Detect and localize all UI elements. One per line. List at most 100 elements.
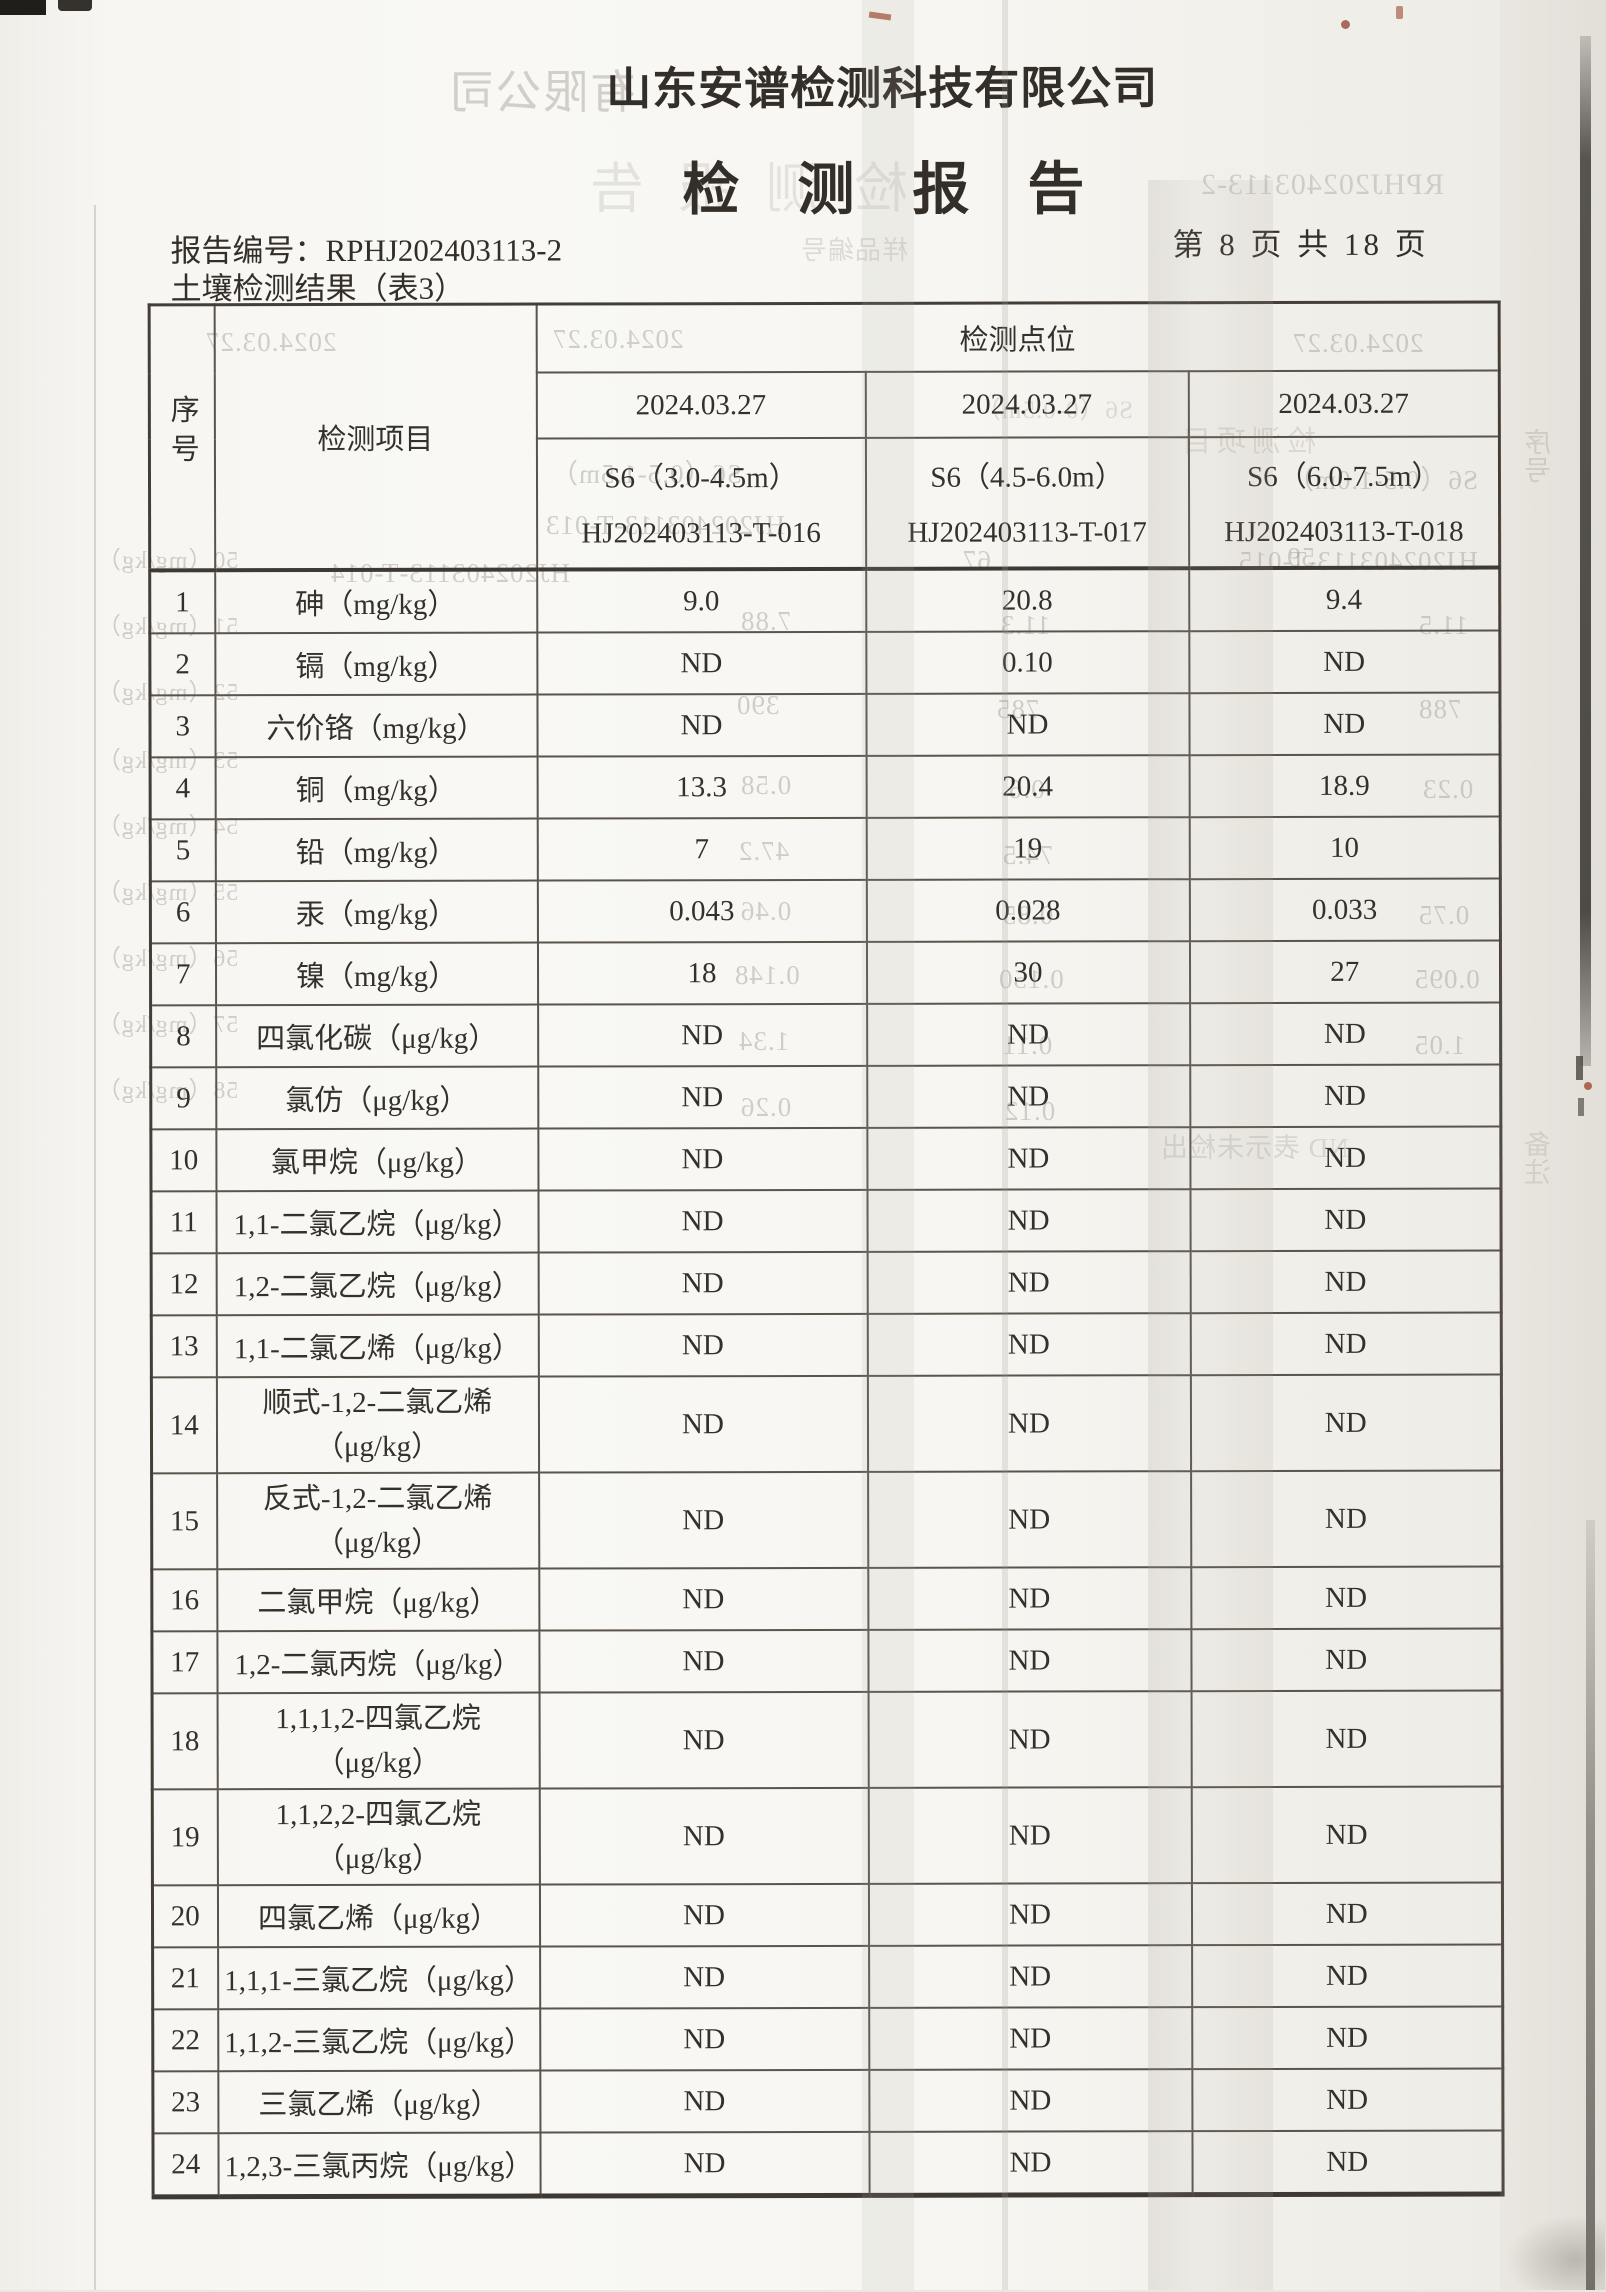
result-value: 13.3: [537, 755, 867, 819]
result-value: ND: [539, 1787, 869, 1885]
sample-id-cell: S6（4.5-6.0m） HJ202403113-T-017: [865, 437, 1189, 569]
result-value: ND: [539, 1691, 869, 1789]
test-item: 四氯化碳（μg/kg）: [215, 1004, 538, 1068]
result-value: ND: [1191, 2006, 1503, 2070]
page-indicator: 第 8 页 共 18 页: [1172, 226, 1430, 263]
table-row: 23 三氯乙烯（μg/kg） ND ND ND: [152, 2068, 1503, 2134]
row-number: 22: [152, 2009, 218, 2072]
test-item: 砷（mg/kg）: [214, 569, 537, 634]
table-row: 15 反式-1,2-二氯乙烯 （μg/kg） ND ND ND: [151, 1470, 1502, 1570]
result-value: ND: [539, 1945, 869, 2009]
row-number: 3: [149, 695, 216, 758]
result-value: 9.0: [536, 568, 866, 633]
result-value: 19: [866, 817, 1190, 880]
result-value: ND: [539, 2131, 870, 2197]
result-value: ND: [1188, 630, 1500, 694]
result-value: ND: [539, 2069, 869, 2133]
table-header: 序号 检测项目 检测点位 2024.03.27 2024.03.27 2024.…: [149, 302, 1500, 571]
result-value: ND: [538, 1567, 868, 1631]
test-item: 1,1,2-三氯乙烷（μg/kg）: [217, 2008, 540, 2072]
result-value: ND: [866, 1189, 1191, 1252]
result-value: ND: [1191, 1944, 1503, 2008]
table-row: 13 1,1-二氯乙烯（μg/kg） ND ND ND: [151, 1312, 1502, 1378]
table-row: 22 1,1,2-三氯乙烷（μg/kg） ND ND ND: [152, 2006, 1503, 2072]
table-row: 1 砷（mg/kg） 9.0 20.8 9.4: [149, 567, 1500, 634]
row-number: 2: [149, 633, 215, 696]
test-item: 1,1-二氯乙烯（μg/kg）: [216, 1314, 539, 1378]
header-row-points: 序号 检测项目 检测点位: [149, 302, 1500, 571]
results-table: 序号 检测项目 检测点位 2024.03.27 2024.03.27 2024.…: [147, 300, 1505, 2200]
test-item: 镍（mg/kg）: [215, 942, 538, 1006]
row-number: 4: [150, 757, 216, 820]
seq-header-label: 序号: [166, 394, 199, 473]
test-item: 汞（mg/kg）: [215, 880, 538, 944]
result-value: ND: [1190, 1312, 1502, 1376]
table-row: 19 1,1,2,2-四氯乙烷 （μg/kg） ND ND ND: [152, 1786, 1503, 1886]
result-value: ND: [1190, 1250, 1502, 1314]
points-header-cell: 检测点位: [536, 302, 1500, 373]
result-value: ND: [868, 2007, 1192, 2070]
result-value: ND: [1189, 1064, 1501, 1128]
row-number: 14: [151, 1377, 217, 1474]
row-number: 16: [151, 1569, 217, 1632]
item-header-cell: 检测项目: [214, 304, 537, 571]
result-value: ND: [1190, 1374, 1502, 1472]
sample-date: 2024.03.27: [865, 371, 1189, 438]
sample-id-cell: S6（6.0-7.5m） HJ202403113-T-018: [1188, 436, 1500, 569]
test-item: 铅（mg/kg）: [215, 818, 538, 882]
result-value: ND: [867, 1251, 1191, 1314]
result-value: ND: [537, 1127, 867, 1191]
result-value: 0.10: [865, 631, 1189, 694]
result-value: 7: [537, 817, 867, 881]
result-value: ND: [1190, 1470, 1502, 1568]
result-value: 0.028: [866, 879, 1190, 942]
row-number: 17: [151, 1631, 218, 1694]
result-value: ND: [538, 1471, 868, 1569]
result-value: 9.4: [1188, 567, 1500, 632]
test-item: 四氯乙烯（μg/kg）: [217, 1884, 540, 1948]
row-number: 1: [149, 570, 215, 634]
sample-depth: S6（3.0-4.5m）: [604, 462, 798, 495]
table-row: 24 1,2,3-三氯丙烷（μg/kg） ND ND ND: [152, 2130, 1504, 2197]
result-value: ND: [865, 693, 1190, 756]
result-value: ND: [1191, 2068, 1503, 2132]
seq-header-cell: 序号: [149, 304, 215, 571]
result-value: ND: [868, 2131, 1193, 2196]
report-title: 检测报告: [682, 158, 1143, 223]
result-value: ND: [866, 1065, 1190, 1128]
row-number: 10: [150, 1129, 216, 1192]
row-number: 24: [152, 2133, 219, 2197]
test-item: 二氯甲烷（μg/kg）: [216, 1568, 539, 1632]
result-value: 20.4: [866, 755, 1190, 818]
row-number: 19: [152, 1789, 218, 1886]
company-name: 山东安谱检测科技有限公司: [606, 63, 1159, 115]
row-number: 13: [151, 1315, 217, 1378]
result-value: ND: [536, 693, 867, 757]
result-value: ND: [868, 2069, 1192, 2132]
result-value: ND: [537, 1003, 867, 1067]
result-value: ND: [539, 2007, 869, 2071]
result-value: ND: [538, 1251, 868, 1315]
result-value: ND: [538, 1313, 868, 1377]
result-value: 20.8: [865, 568, 1189, 632]
result-value: ND: [1190, 1566, 1502, 1630]
result-value: ND: [867, 1375, 1191, 1472]
test-item: 1,1,1,2-四氯乙烷 （μg/kg）: [217, 1692, 540, 1790]
result-value: 0.033: [1189, 878, 1501, 942]
result-value: ND: [538, 1375, 868, 1473]
result-value: ND: [536, 631, 866, 695]
table-row: 3 六价铬（mg/kg） ND ND ND: [149, 692, 1501, 758]
table-row: 6 汞（mg/kg） 0.043 0.028 0.033: [150, 878, 1501, 944]
test-item: 三氯乙烯（μg/kg）: [217, 2070, 540, 2134]
result-value: ND: [538, 1629, 869, 1693]
sample-depth: S6（4.5-6.0m）: [930, 461, 1124, 494]
result-value: 0.043: [537, 879, 867, 943]
result-value: ND: [1188, 692, 1501, 756]
sample-depth: S6（6.0-7.5m）: [1247, 460, 1441, 494]
table-row: 20 四氯乙烯（μg/kg） ND ND ND: [152, 1882, 1503, 1948]
test-item: 1,1-二氯乙烷（μg/kg）: [215, 1190, 539, 1254]
result-value: ND: [867, 1313, 1191, 1376]
sample-id-cell: S6（3.0-4.5m） HJ202403113-T-016: [536, 437, 866, 570]
row-number: 6: [150, 881, 216, 944]
